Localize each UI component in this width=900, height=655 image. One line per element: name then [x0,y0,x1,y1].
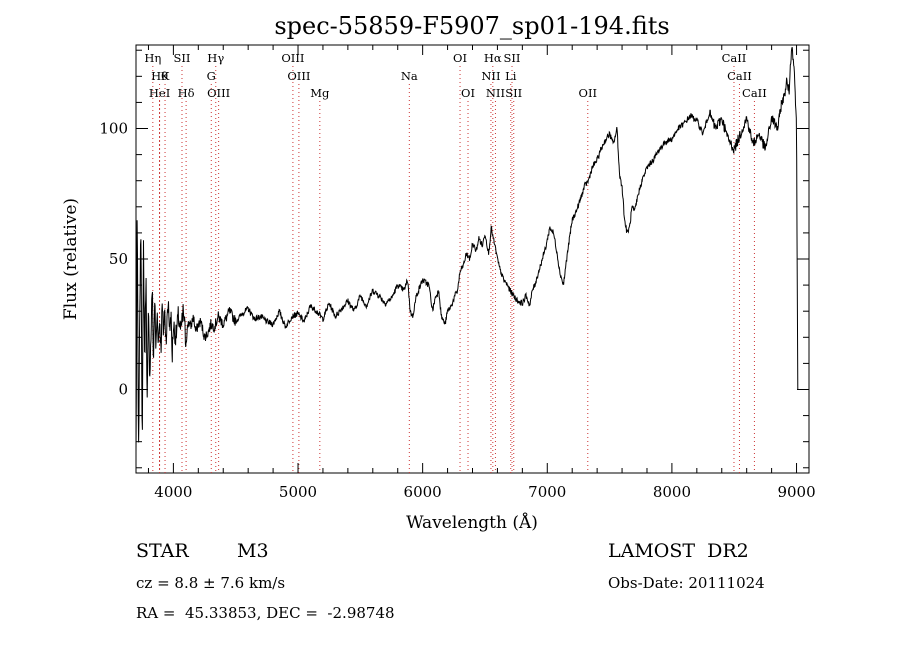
x-tick-label: 5000 [279,483,317,501]
line-marker-label: CaII [742,86,767,100]
line-marker-label: SII [174,51,191,65]
line-marker-label: OIII [287,69,310,83]
line-markers: HηHθKHeISIIHδHγGOIIIOIIIOIIIMgNaOIOIHαNI… [144,51,767,473]
redshift-cz: cz = 8.8 ± 7.6 km/s [136,574,286,592]
y-tick-label: 100 [99,120,128,138]
line-marker-label: Hγ [207,51,224,65]
line-marker-label: NII [486,86,505,100]
plot-frame [135,44,810,474]
y-axis-label: Flux (relative) [61,198,81,320]
x-tick-label: 6000 [404,483,442,501]
line-marker-label: OI [461,86,475,100]
line-marker-label: K [161,69,170,83]
observation-date: Obs-Date: 20111024 [608,574,765,592]
x-tick-label: 4000 [154,483,192,501]
line-marker-label: Mg [310,86,330,100]
line-marker-label: OII [579,86,598,100]
spectrum-series [135,47,799,453]
chart-title: spec-55859-F5907_sp01-194.fits [274,12,669,40]
y-tick-label: 50 [109,250,128,268]
x-tick-label: 7000 [528,483,566,501]
y-tick-label: 0 [118,380,128,398]
x-axis-label: Wavelength (Å) [406,512,538,533]
line-marker-label: NII [481,69,500,83]
line-marker-label: SII [505,86,522,100]
line-marker-label: SII [504,51,521,65]
line-marker-label: HeI [149,86,170,100]
spectrum-line [135,47,799,453]
line-marker-label: OIII [281,51,304,65]
coordinates: RA = 45.33853, DEC = -2.98748 [136,604,395,622]
line-marker-label: OIII [207,86,230,100]
x-tick-label: 9000 [777,483,815,501]
line-marker-label: CaII [727,69,752,83]
axis-ticks: 4000 5000 6000 7000 8000 9000 0 50 100 [99,45,816,501]
object-class: STAR [136,540,189,562]
line-marker-label: Hη [144,51,161,65]
line-marker-label: Na [401,69,418,83]
line-marker-label: G [207,69,216,83]
line-marker-label: OI [453,51,467,65]
line-marker-label: Hθ [151,69,168,83]
x-tick-label: 8000 [653,483,691,501]
line-marker-label: Hα [484,51,502,65]
survey-name: LAMOST DR2 [608,540,749,562]
line-marker-label: CaII [722,51,747,65]
line-marker-label: Li [505,69,517,83]
line-marker-label: Hδ [178,86,195,100]
object-subclass: M3 [237,540,269,562]
